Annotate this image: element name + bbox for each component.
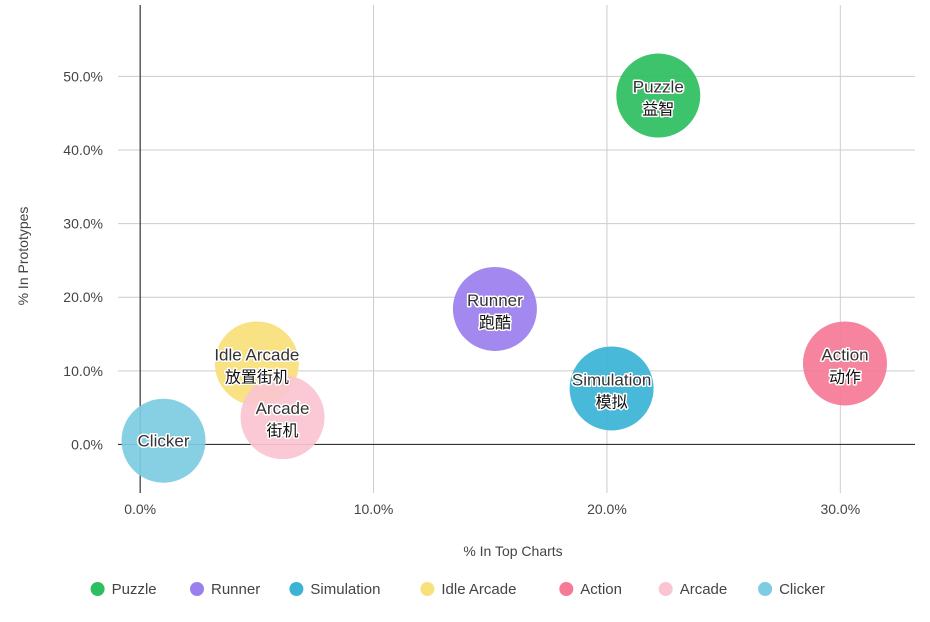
y-tick-label: 10.0% bbox=[63, 363, 103, 379]
bubble-label: Arcade bbox=[256, 399, 310, 418]
legend-item-runner[interactable]: Runner bbox=[190, 581, 260, 598]
legend-swatch bbox=[658, 582, 673, 596]
y-tick-label: 50.0% bbox=[63, 68, 103, 84]
legend-item-idle-arcade[interactable]: Idle Arcade bbox=[420, 581, 516, 598]
legend-label: Idle Arcade bbox=[441, 581, 516, 598]
y-tick-label: 20.0% bbox=[63, 289, 103, 305]
x-tick-label: 20.0% bbox=[587, 501, 627, 517]
y-tick-label: 40.0% bbox=[63, 142, 103, 158]
y-tick-label: 0.0% bbox=[71, 436, 103, 452]
bubble-runner[interactable] bbox=[452, 266, 537, 351]
bubble-label: Runner bbox=[467, 291, 523, 310]
legend-swatch bbox=[420, 582, 435, 596]
bubble-sublabel: 模拟 bbox=[596, 393, 628, 411]
bubble-arcade[interactable] bbox=[240, 375, 325, 460]
bubble-labels: Puzzle 益智 Runner 跑酷 Simulation 模拟 Idle Arcade 放… bbox=[136, 76, 870, 452]
bubble-sublabel: 放置街机 bbox=[225, 368, 289, 386]
bubble-clicker[interactable] bbox=[121, 398, 206, 483]
bubble-label: Action bbox=[821, 345, 868, 364]
bubble-sublabel: 动作 bbox=[829, 368, 861, 386]
legend-swatch bbox=[289, 582, 304, 596]
bubble-label: Clicker bbox=[138, 432, 190, 451]
legend-swatch bbox=[559, 582, 574, 596]
legend-label: Runner bbox=[211, 581, 260, 598]
x-tick-label: 0.0% bbox=[124, 501, 156, 517]
legend-swatch bbox=[758, 582, 773, 596]
legend-swatch bbox=[190, 582, 204, 596]
legend-item-clicker[interactable]: Clicker bbox=[758, 581, 825, 598]
legend-item-action[interactable]: Action bbox=[559, 581, 622, 598]
bubble-simulation[interactable] bbox=[569, 346, 654, 431]
legend-label: Action bbox=[580, 581, 622, 598]
x-axis-title: % In Top Charts bbox=[463, 543, 562, 559]
y-tick-label: 30.0% bbox=[63, 216, 103, 232]
grid bbox=[118, 5, 915, 493]
legend-item-arcade[interactable]: Arcade bbox=[658, 581, 728, 598]
legend-label: Puzzle bbox=[112, 581, 157, 598]
bubbles bbox=[121, 53, 887, 483]
bubble-sublabel: 街机 bbox=[267, 422, 299, 440]
legend-item-puzzle[interactable]: Puzzle bbox=[90, 581, 157, 598]
legend: Puzzle Runner Simulation Idle Arcade Action A… bbox=[90, 581, 825, 598]
bubble-label: Idle Arcade bbox=[214, 345, 299, 364]
x-tick-label: 30.0% bbox=[820, 501, 860, 517]
bubble-label: Simulation bbox=[572, 370, 651, 389]
y-axis-title: % In Prototypes bbox=[15, 207, 31, 306]
legend-label: Clicker bbox=[779, 581, 825, 598]
legend-label: Simulation bbox=[310, 581, 380, 598]
legend-label: Arcade bbox=[680, 581, 728, 598]
x-tick-label: 10.0% bbox=[354, 501, 394, 517]
bubble-label: Puzzle bbox=[633, 78, 684, 97]
bubble-sublabel: 跑酷 bbox=[479, 314, 511, 332]
bubble-sublabel: 益智 bbox=[642, 101, 674, 119]
bubble-puzzle[interactable] bbox=[616, 53, 701, 138]
legend-item-simulation[interactable]: Simulation bbox=[289, 581, 380, 598]
legend-swatch bbox=[90, 582, 105, 596]
bubble-action[interactable] bbox=[802, 321, 887, 406]
